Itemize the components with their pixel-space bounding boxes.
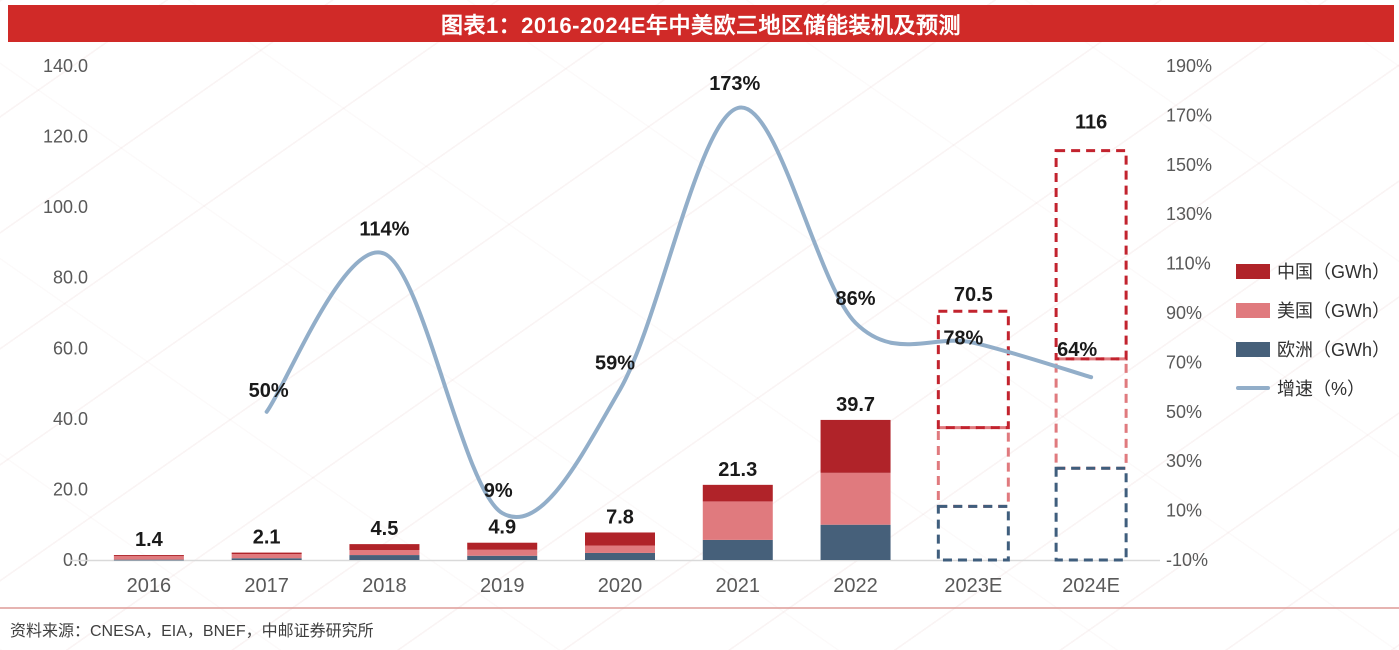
legend-label: 美国（GWh） [1277,301,1391,321]
right-axis-tick-label: 130% [1166,204,1212,224]
legend-label: 增速（%） [1277,379,1366,399]
right-axis-tick-label: 150% [1166,155,1212,175]
bar-segment-europe-2018 [349,555,420,560]
left-axis-tick-label: 120.0 [43,127,88,147]
bar-segment-europe-2021 [702,539,773,560]
bar-segment-us-2016 [113,556,184,560]
bar-segment-china-2021 [702,484,773,502]
legend: 中国（GWh） 美国（GWh） 欧洲（GWh） 增速（%） [1236,258,1390,401]
x-axis-label: 2016 [127,575,172,597]
left-axis-tick-label: 60.0 [53,338,88,358]
legend-color-swatch [1236,302,1270,318]
bar-segment-europe-2020 [585,552,655,560]
forecast-bar-segment-europe-2024E [1054,466,1128,562]
bar-segment-us-2020 [585,545,655,553]
bar-total-label: 7.8 [606,506,634,528]
bar-segment-china-2017 [231,552,302,555]
bar-total-label: 70.5 [954,284,993,306]
bar-segment-us-2021 [702,501,773,540]
right-axis-tick-label: 190% [1166,56,1212,76]
bar-segment-europe-2019 [467,555,538,560]
growth-label: 114% [359,219,409,241]
bar-total-label: 39.7 [836,394,875,416]
bar-segment-china-2019 [467,542,538,550]
left-axis-tick-label: 40.0 [53,409,88,429]
growth-label: 59% [595,353,635,375]
right-axis-tick-label: 50% [1166,402,1202,422]
bar-total-label: 1.4 [135,529,164,551]
x-axis-label: 2021 [716,575,761,597]
bar-segment-china-2018 [349,544,420,551]
forecast-bar-segment-us-2023E [936,426,1010,508]
growth-label: 78% [943,328,983,350]
bar-segment-us-2018 [349,550,420,556]
left-axis-tick-label: 140.0 [43,56,88,76]
right-axis-tick-label: 70% [1166,352,1202,372]
bar-segment-europe-2022 [820,524,891,560]
legend-item-china: 中国（GWh） [1236,258,1390,284]
source-note: 资料来源：CNESA，EIA，BNEF，中邮证券研究所 [10,623,374,640]
bar-segment-china-2022 [820,419,891,473]
forecast-bar-segment-china-2023E [936,309,1010,430]
legend-item-line: 增速（%） [1236,375,1390,401]
x-axis-label: 2018 [362,575,407,597]
x-axis-label: 2019 [480,575,525,597]
growth-label: 9% [484,480,513,502]
bar-segment-europe-2017 [231,558,302,560]
legend-color-swatch [1236,341,1270,357]
bar-total-label: 4.9 [488,517,516,539]
source-separator-line [0,607,1399,609]
left-axis-tick-label: 80.0 [53,268,88,288]
x-axis-label: 2022 [833,575,878,597]
right-axis-tick-label: -10% [1166,550,1208,570]
bar-segment-china-2020 [585,532,655,546]
bar-total-label: 116 [1075,112,1107,134]
left-axis-tick-label: 20.0 [53,479,88,499]
growth-line [264,105,1094,519]
legend-label: 中国（GWh） [1277,262,1391,282]
right-axis-tick-label: 110% [1166,254,1211,274]
bar-segment-us-2017 [231,554,302,559]
bar-total-label: 2.1 [253,527,281,549]
x-axis-label: 2024E [1062,575,1120,597]
chart-title: 图表1：2016-2024E年中美欧三地区储能装机及预测 [440,12,962,38]
bar-segment-china-2016 [113,555,184,557]
legend-item-us: 美国（GWh） [1236,297,1390,323]
x-axis-label: 2017 [244,575,289,597]
forecast-bar-segment-china-2024E [1054,149,1128,361]
bar-segment-us-2019 [467,549,538,556]
growth-label: 50% [249,380,289,402]
x-axis-label: 2023E [944,575,1002,597]
legend-color-swatch [1236,263,1270,279]
right-axis-tick-label: 10% [1166,501,1202,521]
legend-line-swatch [1236,386,1270,390]
growth-label: 173% [709,73,760,95]
chart-title-banner: 图表1：2016-2024E年中美欧三地区储能装机及预测 [8,5,1394,42]
bar-total-label: 4.5 [371,518,399,540]
bar-total-label: 21.3 [718,459,757,481]
right-axis-tick-label: 90% [1166,303,1202,323]
growth-label: 86% [836,288,876,310]
left-axis-tick-label: 100.0 [43,197,88,217]
right-axis-tick-label: 30% [1166,451,1202,471]
bar-segment-us-2022 [820,472,891,525]
bar-segment-europe-2016 [113,559,184,561]
x-axis-label: 2020 [598,575,643,597]
forecast-bar-segment-europe-2023E [936,504,1010,562]
legend-item-europe: 欧洲（GWh） [1236,336,1390,362]
right-axis-tick-label: 170% [1166,105,1212,125]
legend-label: 欧洲（GWh） [1277,340,1391,360]
growth-label: 64% [1057,339,1097,361]
